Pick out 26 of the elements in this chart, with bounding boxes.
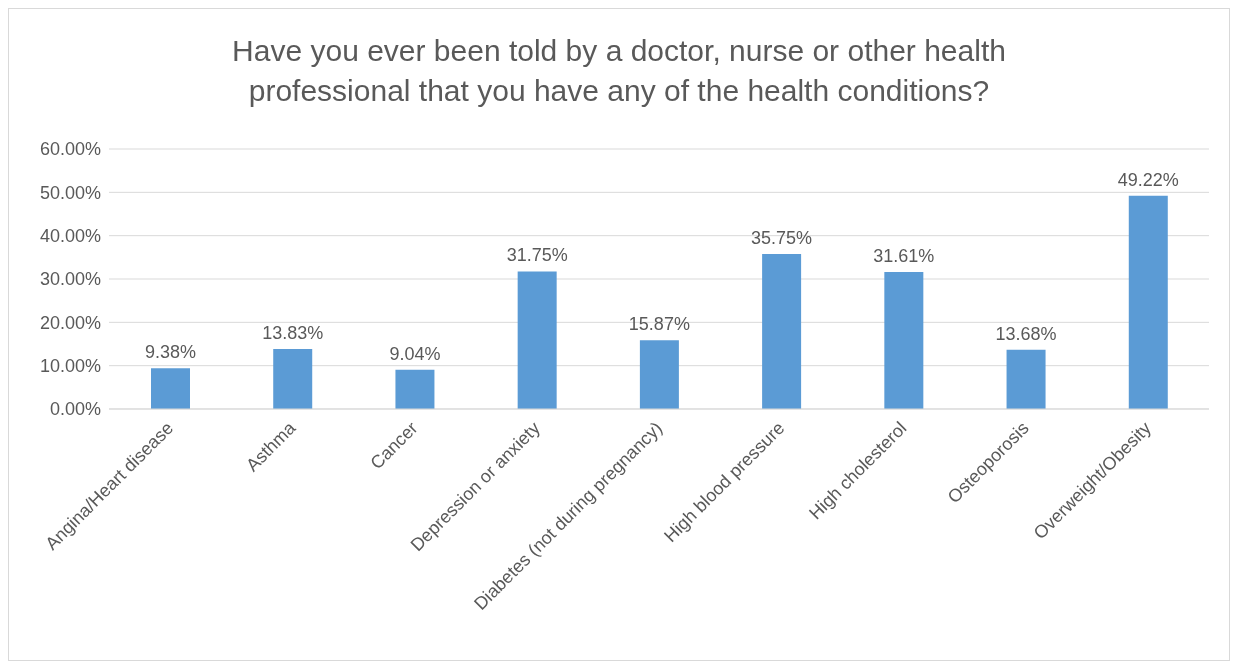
data-label: 31.75% xyxy=(506,245,568,266)
data-label: 35.75% xyxy=(751,228,813,249)
data-label: 15.87% xyxy=(628,314,690,335)
chart-title: Have you ever been told by a doctor, nurse or other health professional that you have any of the health conditions? xyxy=(231,33,1007,109)
bar xyxy=(1006,349,1046,409)
data-label: 13.68% xyxy=(995,323,1057,344)
y-tick-label: 20.00% xyxy=(39,312,101,333)
data-label: 49.22% xyxy=(1117,169,1179,190)
bar xyxy=(517,271,557,409)
bar xyxy=(884,272,924,409)
data-label: 31.61% xyxy=(873,246,935,267)
y-tick-label: 60.00% xyxy=(39,139,101,160)
data-label: 13.83% xyxy=(262,323,324,344)
bar xyxy=(1128,195,1168,409)
bar xyxy=(395,369,435,409)
data-label: 9.04% xyxy=(389,343,441,364)
bar xyxy=(273,349,313,409)
bar xyxy=(151,368,190,409)
y-tick-label: 10.00% xyxy=(39,356,101,377)
bar xyxy=(762,254,802,409)
y-tick-label: 30.00% xyxy=(39,269,101,290)
bar xyxy=(639,340,679,409)
y-tick-label: 40.00% xyxy=(39,226,101,247)
y-tick-label: 0.00% xyxy=(49,399,101,420)
y-tick-label: 50.00% xyxy=(39,182,101,203)
data-label: 9.38% xyxy=(144,342,197,363)
